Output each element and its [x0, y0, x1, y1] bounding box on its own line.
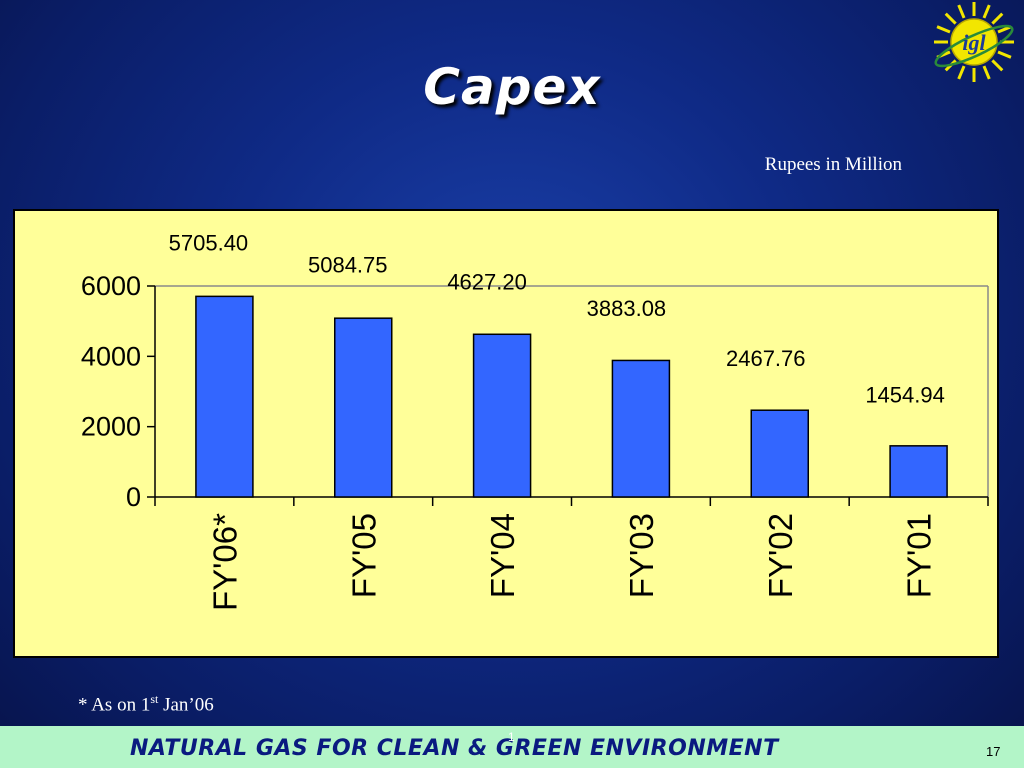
value-label: 1454.94: [865, 382, 945, 407]
y-tick-label: 2000: [81, 412, 141, 442]
y-tick-label: 0: [126, 482, 141, 512]
sun-ray: [982, 65, 991, 80]
sun-ray: [982, 4, 991, 19]
bar-chart: 0 2000 4000 6000 5705.40 FY'06* 5084.75 FY'05 46…: [81, 230, 989, 611]
sun-ray: [991, 12, 1004, 25]
slide-title: Capex: [423, 58, 601, 116]
bar: [472, 333, 532, 498]
sun-ray: [957, 65, 966, 80]
page-number: 17: [986, 744, 1001, 759]
bar: [750, 409, 809, 498]
value-label: 4627.20: [447, 269, 527, 294]
value-label: 2467.76: [726, 346, 806, 371]
chart-panel: 0 2000 4000 6000 5705.40 FY'06* 5084.75 FY'05 46…: [13, 209, 999, 658]
x-tick-label: FY'01: [901, 513, 938, 598]
bar: [334, 317, 393, 498]
y-tick-label: 4000: [81, 341, 141, 371]
footer-bar: [0, 726, 1024, 768]
footnote: * As on 1st Jan’06: [78, 692, 214, 716]
x-tick-label: FY'02: [762, 513, 799, 598]
footer-mark: 1: [508, 730, 515, 744]
footnote-prefix: * As on 1: [78, 694, 151, 716]
igl-logo: igl: [934, 2, 1014, 82]
value-label: 5084.75: [308, 253, 388, 278]
sun-rays-icon: [934, 2, 1014, 82]
sun-ray: [936, 25, 951, 34]
value-label: 5705.40: [169, 230, 249, 255]
sun-ray: [991, 59, 1004, 72]
x-tick-label: FY'03: [623, 513, 660, 598]
sun-ray: [957, 4, 966, 19]
footnote-sup: st: [150, 692, 159, 706]
bar: [611, 359, 671, 498]
logo-text: igl: [962, 30, 986, 55]
value-label: 3883.08: [587, 296, 667, 321]
units-label: Rupees in Million: [764, 154, 902, 175]
x-tick-label: FY'06*: [206, 513, 243, 611]
bar: [195, 295, 254, 498]
sun-ray: [944, 12, 957, 25]
x-tick-label: FY'04: [484, 513, 521, 598]
bar: [889, 445, 948, 498]
x-tick-label: FY'05: [345, 513, 382, 598]
y-tick-label: 6000: [81, 271, 141, 301]
footer-text: NATURAL GAS FOR CLEAN & GREEN ENVIRONMEN…: [130, 736, 779, 761]
sun-ray: [997, 25, 1012, 34]
sun-ray: [997, 50, 1012, 59]
footnote-suffix: Jan’06: [158, 694, 214, 716]
